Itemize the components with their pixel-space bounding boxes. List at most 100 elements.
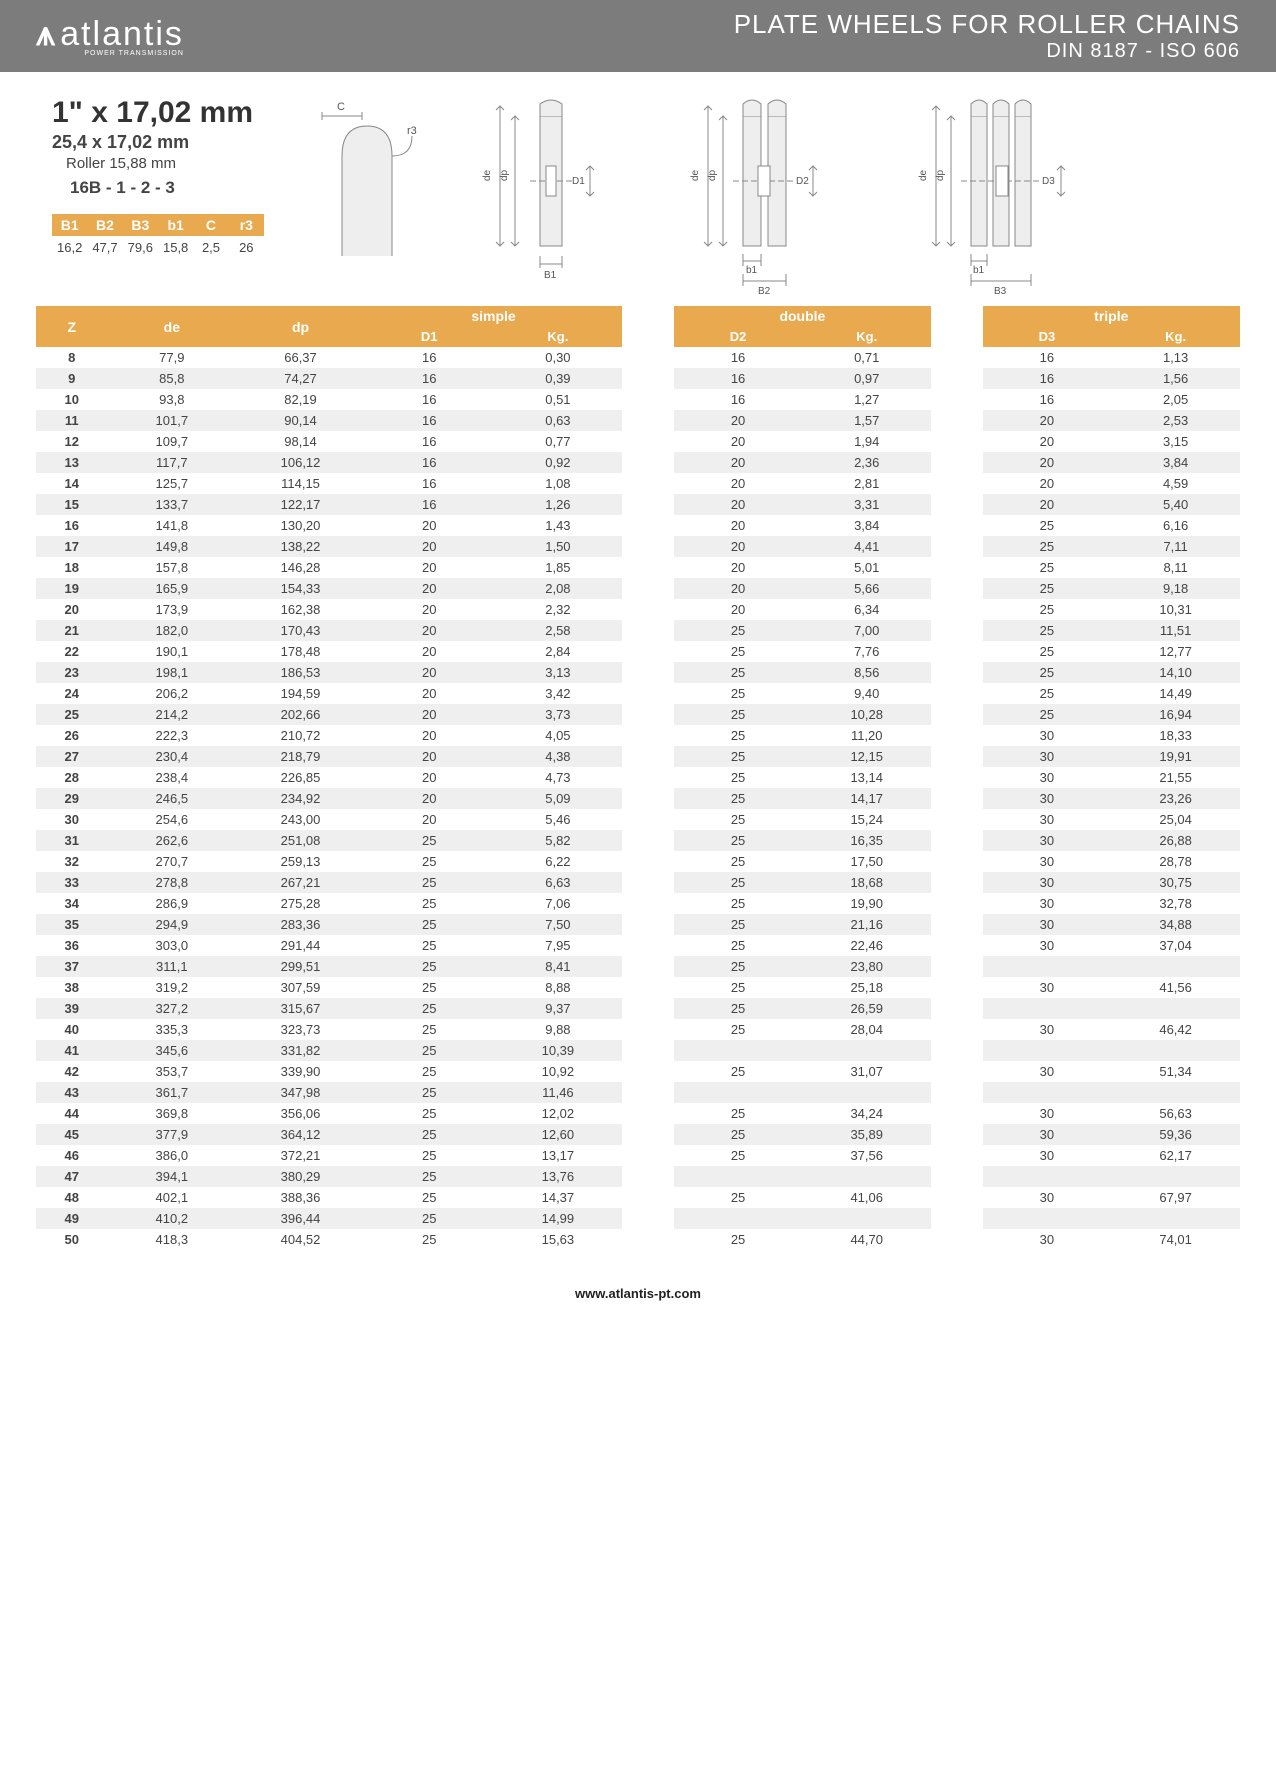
table-cell: 25 xyxy=(674,725,803,746)
table-cell: 35,89 xyxy=(802,1124,931,1145)
table-cell: 16 xyxy=(983,389,1112,410)
table-cell: 30 xyxy=(983,1187,1112,1208)
label-b3: B3 xyxy=(994,286,1007,296)
table-cell: 62,17 xyxy=(1111,1145,1240,1166)
table-cell: 20 xyxy=(365,809,494,830)
table-cell: 0,71 xyxy=(802,347,931,368)
table-cell: 25 xyxy=(674,1124,803,1145)
table-cell: 20 xyxy=(365,788,494,809)
table-cell: 20 xyxy=(365,767,494,788)
th-gap-2 xyxy=(931,306,982,347)
table-cell xyxy=(622,977,673,998)
table-cell: 251,08 xyxy=(236,830,365,851)
table-cell xyxy=(931,1061,982,1082)
table-cell: 20 xyxy=(365,662,494,683)
table-cell xyxy=(622,872,673,893)
table-cell: 25 xyxy=(674,620,803,641)
table-row: 19165,9154,33202,08205,66259,18 xyxy=(36,578,1240,599)
table-cell xyxy=(674,1040,803,1061)
table-cell: 25 xyxy=(365,1124,494,1145)
table-row: 46386,0372,212513,172537,563062,17 xyxy=(36,1145,1240,1166)
table-cell: 25 xyxy=(674,1145,803,1166)
th-group-double: double xyxy=(674,306,931,326)
table-cell: 50 xyxy=(36,1229,107,1250)
label-b2: B2 xyxy=(758,286,771,296)
table-cell: 43 xyxy=(36,1082,107,1103)
table-cell: 14,17 xyxy=(802,788,931,809)
table-cell xyxy=(1111,1208,1240,1229)
table-cell: 259,13 xyxy=(236,851,365,872)
table-cell: 25 xyxy=(674,956,803,977)
table-cell: 25 xyxy=(674,851,803,872)
table-cell: 30 xyxy=(983,767,1112,788)
diagrams: C r3 xyxy=(312,96,1240,296)
table-row: 18157,8146,28201,85205,01258,11 xyxy=(36,557,1240,578)
table-cell xyxy=(931,1208,982,1229)
table-cell: 25 xyxy=(674,1019,803,1040)
label-de-3: de xyxy=(918,169,929,181)
table-cell: 37 xyxy=(36,956,107,977)
table-cell xyxy=(802,1166,931,1187)
table-row: 48402,1388,362514,372541,063067,97 xyxy=(36,1187,1240,1208)
table-cell: 0,97 xyxy=(802,368,931,389)
diagram-triple-icon: de dp D3 b1 B3 xyxy=(896,96,1116,296)
table-cell: 30 xyxy=(983,851,1112,872)
table-cell: 267,21 xyxy=(236,872,365,893)
label-d1: D1 xyxy=(572,176,585,187)
table-row: 37311,1299,51258,412523,80 xyxy=(36,956,1240,977)
table-row: 42353,7339,902510,922531,073051,34 xyxy=(36,1061,1240,1082)
spec-area: 1" x 17,02 mm 25,4 x 17,02 mm Roller 15,… xyxy=(0,72,1276,306)
table-cell: 369,8 xyxy=(107,1103,236,1124)
table-cell: 173,9 xyxy=(107,599,236,620)
table-cell xyxy=(931,515,982,536)
table-cell xyxy=(802,1208,931,1229)
table-cell xyxy=(622,1103,673,1124)
table-cell xyxy=(622,1061,673,1082)
table-cell: 18 xyxy=(36,557,107,578)
table-cell: 3,84 xyxy=(1111,452,1240,473)
th-d1: D1 xyxy=(365,326,494,347)
table-cell xyxy=(622,410,673,431)
table-cell: 404,52 xyxy=(236,1229,365,1250)
th-kg1: Kg. xyxy=(494,326,623,347)
table-row: 27230,4218,79204,382512,153019,91 xyxy=(36,746,1240,767)
table-cell: 25 xyxy=(674,998,803,1019)
table-cell: 38 xyxy=(36,977,107,998)
th-de: de xyxy=(107,306,236,347)
table-cell: 33 xyxy=(36,872,107,893)
table-cell: 27 xyxy=(36,746,107,767)
table-cell: 30 xyxy=(983,893,1112,914)
table-cell: 8,11 xyxy=(1111,557,1240,578)
table-cell xyxy=(622,662,673,683)
table-cell: 278,8 xyxy=(107,872,236,893)
table-row: 43361,7347,982511,46 xyxy=(36,1082,1240,1103)
table-cell: 20 xyxy=(674,452,803,473)
table-cell: 22,46 xyxy=(802,935,931,956)
table-cell: 16 xyxy=(365,473,494,494)
table-cell: 25 xyxy=(674,809,803,830)
table-cell xyxy=(622,473,673,494)
table-row: 44369,8356,062512,022534,243056,63 xyxy=(36,1103,1240,1124)
table-cell xyxy=(622,578,673,599)
table-cell: 12,77 xyxy=(1111,641,1240,662)
table-cell: 410,2 xyxy=(107,1208,236,1229)
table-cell: 30 xyxy=(983,809,1112,830)
table-cell: 20 xyxy=(674,473,803,494)
table-cell: 345,6 xyxy=(107,1040,236,1061)
table-cell: 20 xyxy=(674,536,803,557)
table-cell: 25 xyxy=(674,767,803,788)
table-row: 41345,6331,822510,39 xyxy=(36,1040,1240,1061)
table-cell: 25 xyxy=(365,1187,494,1208)
table-cell xyxy=(931,830,982,851)
table-row: 1093,882,19160,51161,27162,05 xyxy=(36,389,1240,410)
table-cell: 20 xyxy=(674,431,803,452)
table-cell: 9 xyxy=(36,368,107,389)
table-cell xyxy=(622,893,673,914)
table-cell: 327,2 xyxy=(107,998,236,1019)
table-cell: 243,00 xyxy=(236,809,365,830)
table-cell xyxy=(622,536,673,557)
table-cell: 25 xyxy=(365,893,494,914)
table-cell: 2,53 xyxy=(1111,410,1240,431)
th-dp: dp xyxy=(236,306,365,347)
table-row: 35294,9283,36257,502521,163034,88 xyxy=(36,914,1240,935)
